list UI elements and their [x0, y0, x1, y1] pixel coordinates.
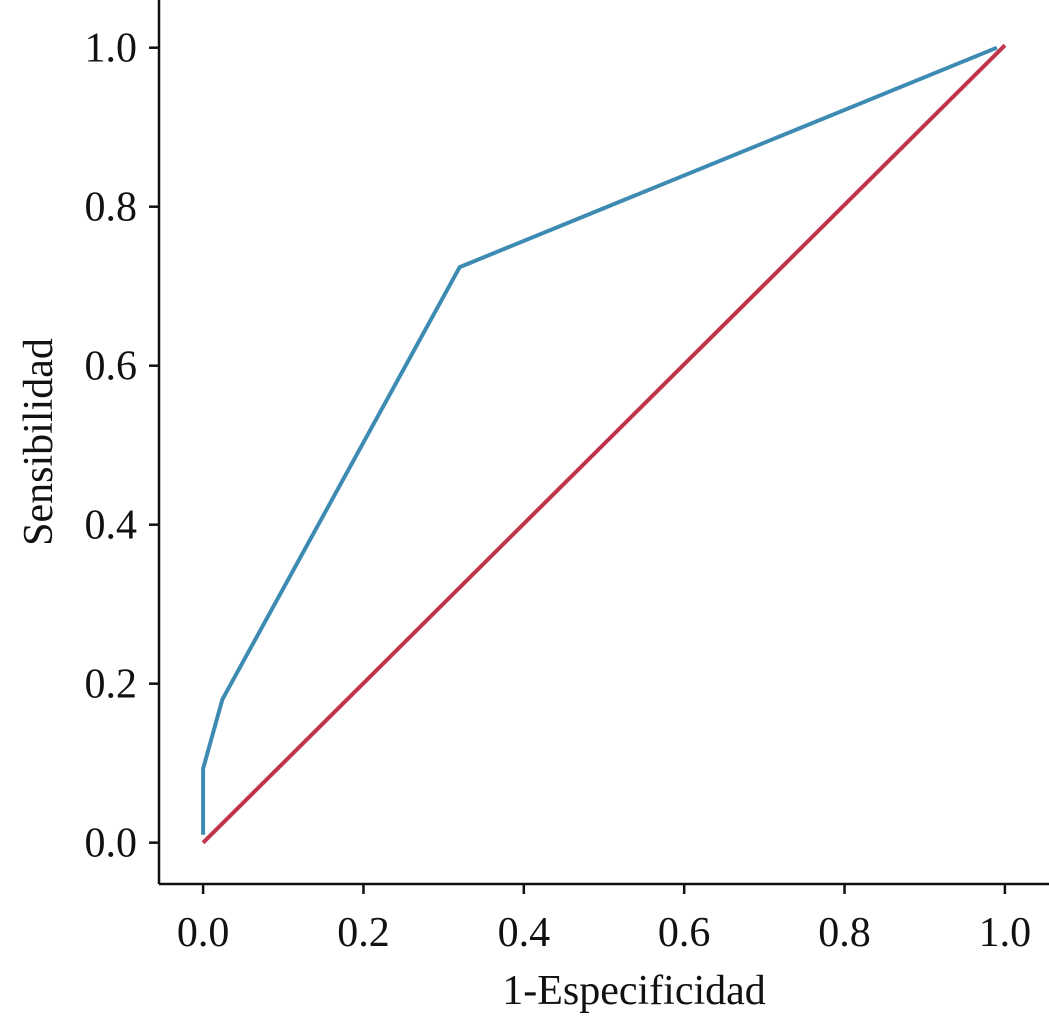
x-tick-label: 0.2 — [337, 910, 390, 956]
x-ticks: 0.0 0.2 0.4 0.6 0.8 1.0 — [177, 884, 1031, 956]
series-layer — [201, 43, 1007, 845]
reference-diagonal-line — [201, 43, 1007, 845]
y-tick-label: 1.0 — [85, 26, 138, 72]
y-axis-title: Sensibilidad — [16, 338, 62, 546]
y-tick-label: 0.6 — [85, 344, 138, 390]
x-tick-label: 0.8 — [818, 910, 871, 956]
x-tick-label: 1.0 — [979, 910, 1032, 956]
y-tick-label: 0.4 — [85, 503, 138, 549]
y-tick-label: 0.8 — [85, 185, 138, 231]
x-tick-label: 0.6 — [658, 910, 711, 956]
x-tick-label: 0.0 — [177, 910, 230, 956]
y-ticks: 0.0 0.2 0.4 0.6 0.8 1.0 — [85, 26, 159, 867]
x-axis-title: 1-Especificidad — [502, 968, 766, 1014]
axes — [157, 0, 1049, 886]
y-tick-label: 0.2 — [85, 662, 138, 708]
roc-curve-line — [201, 45, 998, 835]
y-tick-label: 0.0 — [85, 821, 138, 867]
x-tick-label: 0.4 — [498, 910, 551, 956]
